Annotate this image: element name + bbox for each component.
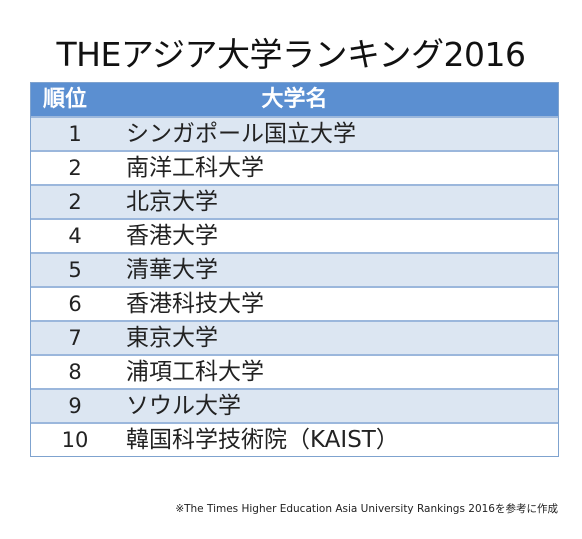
table-row: 10 韓国科学技術院（KAIST）: [31, 422, 558, 456]
row-university-name: 香港大学: [126, 223, 218, 249]
table-row: 2 北京大学: [31, 184, 558, 218]
row-university-name: 韓国科学技術院（KAIST）: [126, 427, 399, 453]
row-rank: 5: [68, 258, 82, 282]
table-row: 7 東京大学: [31, 320, 558, 354]
row-rank: 2: [68, 190, 82, 214]
table-row: 9 ソウル大学: [31, 388, 558, 422]
row-university-name: シンガポール国立大学: [126, 121, 356, 147]
row-university-name: 浦項工科大学: [126, 359, 264, 385]
row-university-name: ソウル大学: [126, 393, 241, 419]
table-header: 順位 大学名: [31, 83, 558, 116]
table-row: 2 南洋工科大学: [31, 150, 558, 184]
header-university-name: 大学名: [261, 87, 328, 112]
row-rank: 4: [68, 224, 82, 248]
row-rank: 10: [61, 428, 89, 452]
ranking-table: 順位 大学名 1 シンガポール国立大学 2 南洋工科大学 2 北京大学 4 香港…: [30, 82, 559, 457]
row-university-name: 南洋工科大学: [126, 155, 264, 181]
page-title: THEアジア大学ランキング2016: [56, 35, 527, 74]
row-rank: 1: [68, 122, 82, 146]
row-rank: 2: [68, 156, 82, 180]
row-university-name: 清華大学: [126, 257, 218, 283]
table-row: 6 香港科技大学: [31, 286, 558, 320]
source-note: ※The Times Higher Education Asia Univers…: [175, 503, 558, 515]
row-university-name: 香港科技大学: [126, 291, 264, 317]
header-rank: 順位: [43, 87, 88, 112]
table-row: 5 清華大学: [31, 252, 558, 286]
row-university-name: 東京大学: [126, 325, 218, 351]
table-row: 8 浦項工科大学: [31, 354, 558, 388]
row-rank: 7: [68, 326, 82, 350]
row-university-name: 北京大学: [126, 189, 218, 215]
table-row: 4 香港大学: [31, 218, 558, 252]
table-row: 1 シンガポール国立大学: [31, 116, 558, 150]
row-rank: 9: [68, 394, 82, 418]
row-rank: 6: [68, 292, 82, 316]
row-rank: 8: [68, 360, 82, 384]
